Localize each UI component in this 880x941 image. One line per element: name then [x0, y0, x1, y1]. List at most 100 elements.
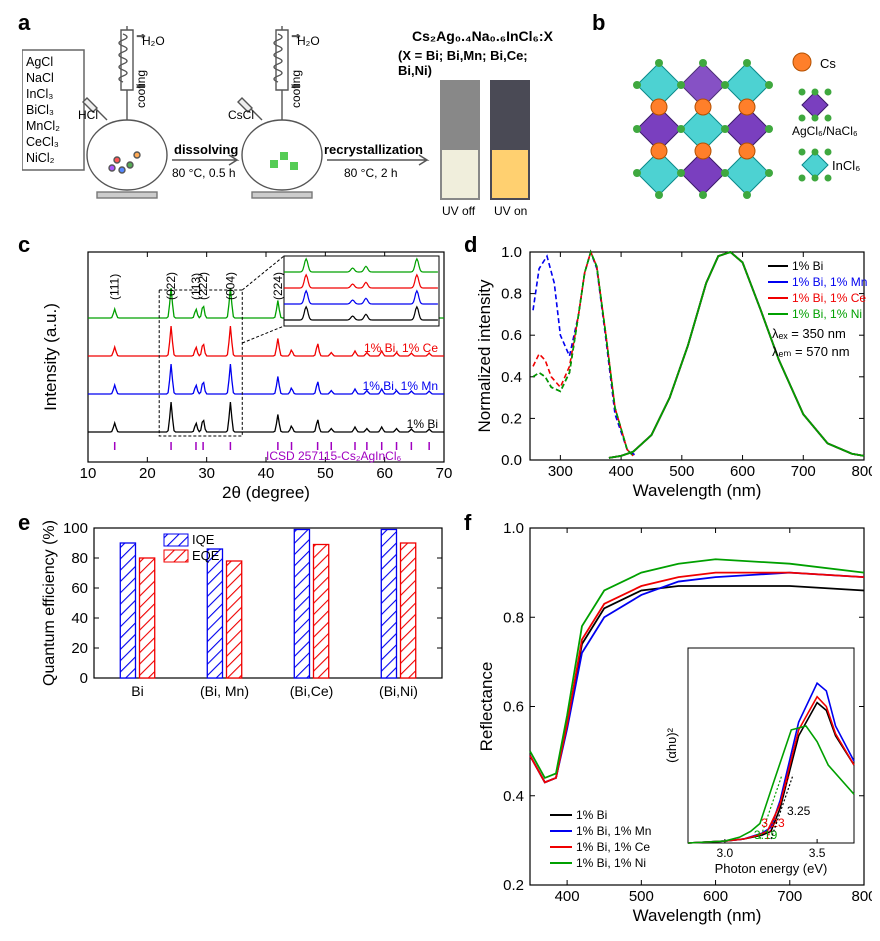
legend-in: InCl₆: [832, 158, 860, 173]
svg-text:800: 800: [851, 888, 872, 905]
svg-text:10: 10: [80, 465, 97, 482]
svg-text:1% Bi: 1% Bi: [792, 259, 823, 273]
svg-text:1% Bi, 1% Mn: 1% Bi, 1% Mn: [576, 824, 651, 838]
svg-text:3.0: 3.0: [717, 846, 734, 860]
svg-text:400: 400: [555, 888, 580, 905]
svg-text:100: 100: [63, 520, 88, 537]
panel-b: Cs AgCl₆/NaCl₆ InCl₆: [592, 30, 872, 220]
svg-text:1.0: 1.0: [503, 520, 524, 537]
svg-text:40: 40: [258, 465, 275, 482]
svg-text:Intensity (a.u.): Intensity (a.u.): [41, 303, 60, 411]
svg-text:1% Bi, 1% Ni: 1% Bi, 1% Ni: [576, 856, 646, 870]
svg-text:50: 50: [317, 465, 334, 482]
legend-ag: AgCl₆/NaCl₆: [792, 124, 858, 138]
reagent-3: BiCl₃: [26, 102, 60, 118]
formula: Cs₂Ag₀.₄Na₀.₆InCl₆:X: [412, 28, 553, 44]
svg-text:λₑₘ = 570 nm: λₑₘ = 570 nm: [772, 344, 850, 359]
water-out-1: H₂O: [142, 34, 165, 48]
svg-text:1% Bi, 1% Ce: 1% Bi, 1% Ce: [576, 840, 650, 854]
svg-text:500: 500: [629, 888, 654, 905]
svg-text:0.4: 0.4: [501, 369, 522, 386]
cooling-1: cooling: [134, 58, 148, 108]
svg-text:(224): (224): [271, 272, 285, 300]
svg-text:0.2: 0.2: [501, 410, 522, 427]
svg-text:0.8: 0.8: [501, 286, 522, 303]
svg-text:Normalized intensity: Normalized intensity: [475, 279, 494, 433]
step1-cond: 80 °C, 0.5 h: [172, 166, 236, 180]
step2-cond: 80 °C, 2 h: [344, 166, 398, 180]
legend-cs: Cs: [820, 56, 836, 71]
uv-on: UV on: [494, 204, 527, 218]
panel-e-label: e: [18, 510, 30, 536]
svg-text:Quantum efficiency (%): Quantum efficiency (%): [41, 520, 58, 686]
reagent-1: NaCl: [26, 70, 60, 86]
cscl-label: CsCl: [228, 108, 254, 122]
svg-text:0.6: 0.6: [501, 327, 522, 344]
svg-text:500: 500: [669, 463, 694, 480]
svg-text:Bi: Bi: [131, 683, 143, 699]
svg-text:Wavelength (nm): Wavelength (nm): [633, 481, 762, 500]
svg-text:0.8: 0.8: [503, 609, 524, 626]
svg-text:400: 400: [609, 463, 634, 480]
svg-text:20: 20: [71, 640, 88, 657]
svg-text:(αhυ)²: (αhυ)²: [664, 727, 679, 763]
panel-d-svg: 3004005006007008000.00.20.40.60.81.0Wave…: [472, 242, 872, 502]
svg-text:1% Bi: 1% Bi: [576, 808, 607, 822]
svg-text:0.2: 0.2: [503, 877, 524, 894]
svg-text:0.0: 0.0: [501, 452, 522, 469]
svg-text:0.6: 0.6: [503, 699, 524, 716]
step1-arrow: dissolving: [174, 142, 238, 157]
svg-text:0.4: 0.4: [503, 788, 524, 805]
reagent-6: NiCl₂: [26, 150, 60, 166]
svg-text:(Bi,Ce): (Bi,Ce): [290, 683, 334, 699]
svg-text:0: 0: [80, 670, 88, 687]
svg-text:1% Bi, 1% Mn: 1% Bi, 1% Mn: [363, 379, 438, 393]
reagent-5: CeCl₃: [26, 134, 60, 150]
svg-text:1.0: 1.0: [501, 244, 522, 261]
panel-c-svg: 10 20 30 40 50 60 70 2θ (degree) Intensity (a.u.…: [34, 242, 454, 502]
svg-text:3.25: 3.25: [787, 804, 811, 818]
svg-text:Wavelength (nm): Wavelength (nm): [633, 906, 762, 925]
svg-text:1% Bi, 1% Ce: 1% Bi, 1% Ce: [364, 341, 438, 355]
svg-text:20: 20: [139, 465, 156, 482]
panel-f: 400 500 600 700 800 0.2 0.4 0.6 0.8 1.0 Wavelength…: [472, 520, 872, 925]
svg-text:70: 70: [436, 465, 453, 482]
reagent-0: AgCl: [26, 54, 60, 70]
svg-text:ICSD 257115-Cs₂AgInCl₆: ICSD 257115-Cs₂AgInCl₆: [266, 449, 401, 463]
hcl-label: HCl: [78, 108, 98, 122]
figure: a → ←: [12, 12, 868, 929]
reagent-2: InCl₃: [26, 86, 60, 102]
svg-text:(022): (022): [164, 272, 178, 300]
panel-c: 10 20 30 40 50 60 70 2θ (degree) Intensity (a.u.…: [34, 242, 454, 502]
svg-text:700: 700: [791, 463, 816, 480]
svg-text:3.23: 3.23: [761, 816, 785, 830]
svg-text:80: 80: [71, 550, 88, 567]
svg-text:Reflectance: Reflectance: [477, 662, 496, 752]
panel-c-label: c: [18, 232, 30, 258]
svg-text:2θ (degree): 2θ (degree): [222, 483, 310, 502]
svg-text:Photon energy (eV): Photon energy (eV): [715, 861, 828, 876]
svg-text:IQE: IQE: [192, 532, 215, 547]
reagent-4: MnCl₂: [26, 118, 60, 134]
svg-text:60: 60: [376, 465, 393, 482]
panel-f-svg: 400 500 600 700 800 0.2 0.4 0.6 0.8 1.0 Wavelength…: [472, 520, 872, 925]
svg-text:600: 600: [703, 888, 728, 905]
svg-text:(Bi, Mn): (Bi, Mn): [200, 683, 249, 699]
step2-arrow: recrystallization: [324, 142, 423, 157]
svg-text:1% Bi, 1% Mn: 1% Bi, 1% Mn: [792, 275, 867, 289]
panel-e-svg: 020406080100Quantum efficiency (%)Bi(Bi,…: [34, 520, 454, 710]
svg-text:30: 30: [198, 465, 215, 482]
reagent-list: AgCl NaCl InCl₃ BiCl₃ MnCl₂ CeCl₃ NiCl₂: [26, 54, 60, 166]
water-out-2: H₂O: [297, 34, 320, 48]
cooling-2: cooling: [289, 58, 303, 108]
svg-text:1% Bi, 1% Ce: 1% Bi, 1% Ce: [792, 291, 866, 305]
svg-text:800: 800: [851, 463, 872, 480]
svg-text:EQE: EQE: [192, 548, 220, 563]
panel-e: 020406080100Quantum efficiency (%)Bi(Bi,…: [34, 520, 454, 710]
svg-text:40: 40: [71, 610, 88, 627]
svg-text:1% Bi: 1% Bi: [407, 417, 438, 431]
panel-d: 3004005006007008000.00.20.40.60.81.0Wave…: [472, 242, 872, 502]
svg-text:700: 700: [777, 888, 802, 905]
svg-text:(Bi,Ni): (Bi,Ni): [379, 683, 418, 699]
svg-text:(111): (111): [108, 274, 122, 300]
